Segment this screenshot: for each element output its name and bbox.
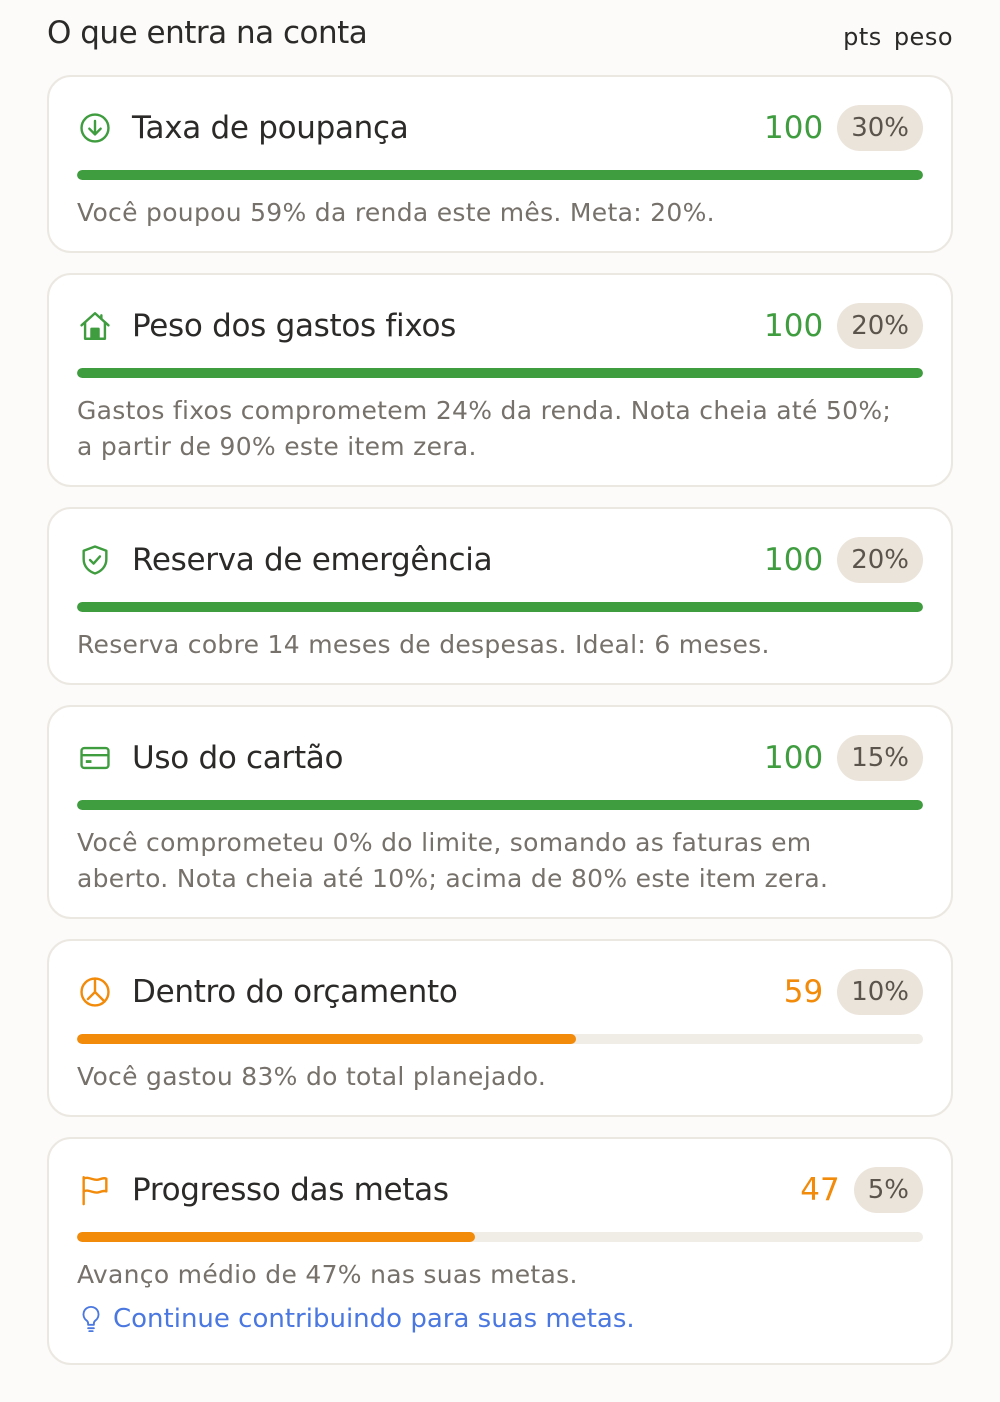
- card-description: Gastos fixos comprometem 24% da renda. N…: [77, 396, 892, 461]
- weight-badge: 20%: [837, 537, 923, 583]
- card-description: Você poupou 59% da renda este mês. Meta:…: [77, 198, 715, 227]
- card-description: Avanço médio de 47% nas suas metas.: [77, 1260, 578, 1289]
- card-score: 100: [764, 740, 824, 776]
- card-title: Uso do cartão: [132, 740, 344, 776]
- column-labels: pts peso: [843, 15, 953, 51]
- score-card-emergency-reserve[interactable]: Reserva de emergência 100 20% Reserva co…: [47, 507, 953, 685]
- card-score: 100: [764, 542, 824, 578]
- weight-badge: 15%: [837, 735, 923, 781]
- score-card-fixed-expenses[interactable]: Peso dos gastos fixos 100 20% Gastos fix…: [47, 273, 953, 487]
- score-card-savings-rate[interactable]: Taxa de poupança 100 30% Você poupou 59%…: [47, 75, 953, 253]
- progress-bar: [77, 1034, 923, 1044]
- download-circle-icon: [77, 110, 113, 146]
- column-label-peso: peso: [893, 23, 953, 51]
- lightbulb-icon: [77, 1303, 105, 1335]
- card-score: 59: [783, 974, 824, 1010]
- card-score: 100: [764, 110, 824, 146]
- card-description: Você comprometeu 0% do limite, somando a…: [77, 828, 829, 893]
- card-title: Peso dos gastos fixos: [132, 308, 456, 344]
- card-score: 47: [800, 1172, 840, 1208]
- card-title: Taxa de poupança: [132, 110, 409, 146]
- card-description: Reserva cobre 14 meses de despesas. Idea…: [77, 630, 770, 659]
- section-header: O que entra na conta pts peso: [47, 8, 953, 58]
- score-card-budget[interactable]: Dentro do orçamento 59 10% Você gastou 8…: [47, 939, 953, 1117]
- pie-chart-icon: [77, 974, 113, 1010]
- tip-text: Continue contribuindo para suas metas.: [113, 1304, 635, 1334]
- card-title: Reserva de emergência: [132, 542, 493, 578]
- credit-card-icon: [77, 740, 113, 776]
- weight-badge: 10%: [837, 969, 923, 1015]
- progress-bar: [77, 1232, 923, 1242]
- shield-check-icon: [77, 542, 113, 578]
- weight-badge: 30%: [837, 105, 923, 151]
- progress-bar: [77, 800, 923, 810]
- section-title: O que entra na conta: [47, 15, 368, 51]
- house-icon: [77, 308, 113, 344]
- score-card-card-usage[interactable]: Uso do cartão 100 15% Você comprometeu 0…: [47, 705, 953, 919]
- goal-tip: Continue contribuindo para suas metas.: [77, 1303, 923, 1335]
- card-score: 100: [764, 308, 824, 344]
- card-title: Dentro do orçamento: [132, 974, 458, 1010]
- card-title: Progresso das metas: [132, 1172, 449, 1208]
- column-label-pts: pts: [843, 23, 882, 51]
- progress-bar: [77, 602, 923, 612]
- card-description: Você gastou 83% do total planejado.: [77, 1062, 547, 1091]
- progress-bar: [77, 368, 923, 378]
- flag-icon: [77, 1172, 113, 1208]
- weight-badge: 5%: [853, 1167, 923, 1213]
- weight-badge: 20%: [837, 303, 923, 349]
- score-card-goals[interactable]: Progresso das metas 47 5% Avanço médio d…: [47, 1137, 953, 1365]
- progress-bar: [77, 170, 923, 180]
